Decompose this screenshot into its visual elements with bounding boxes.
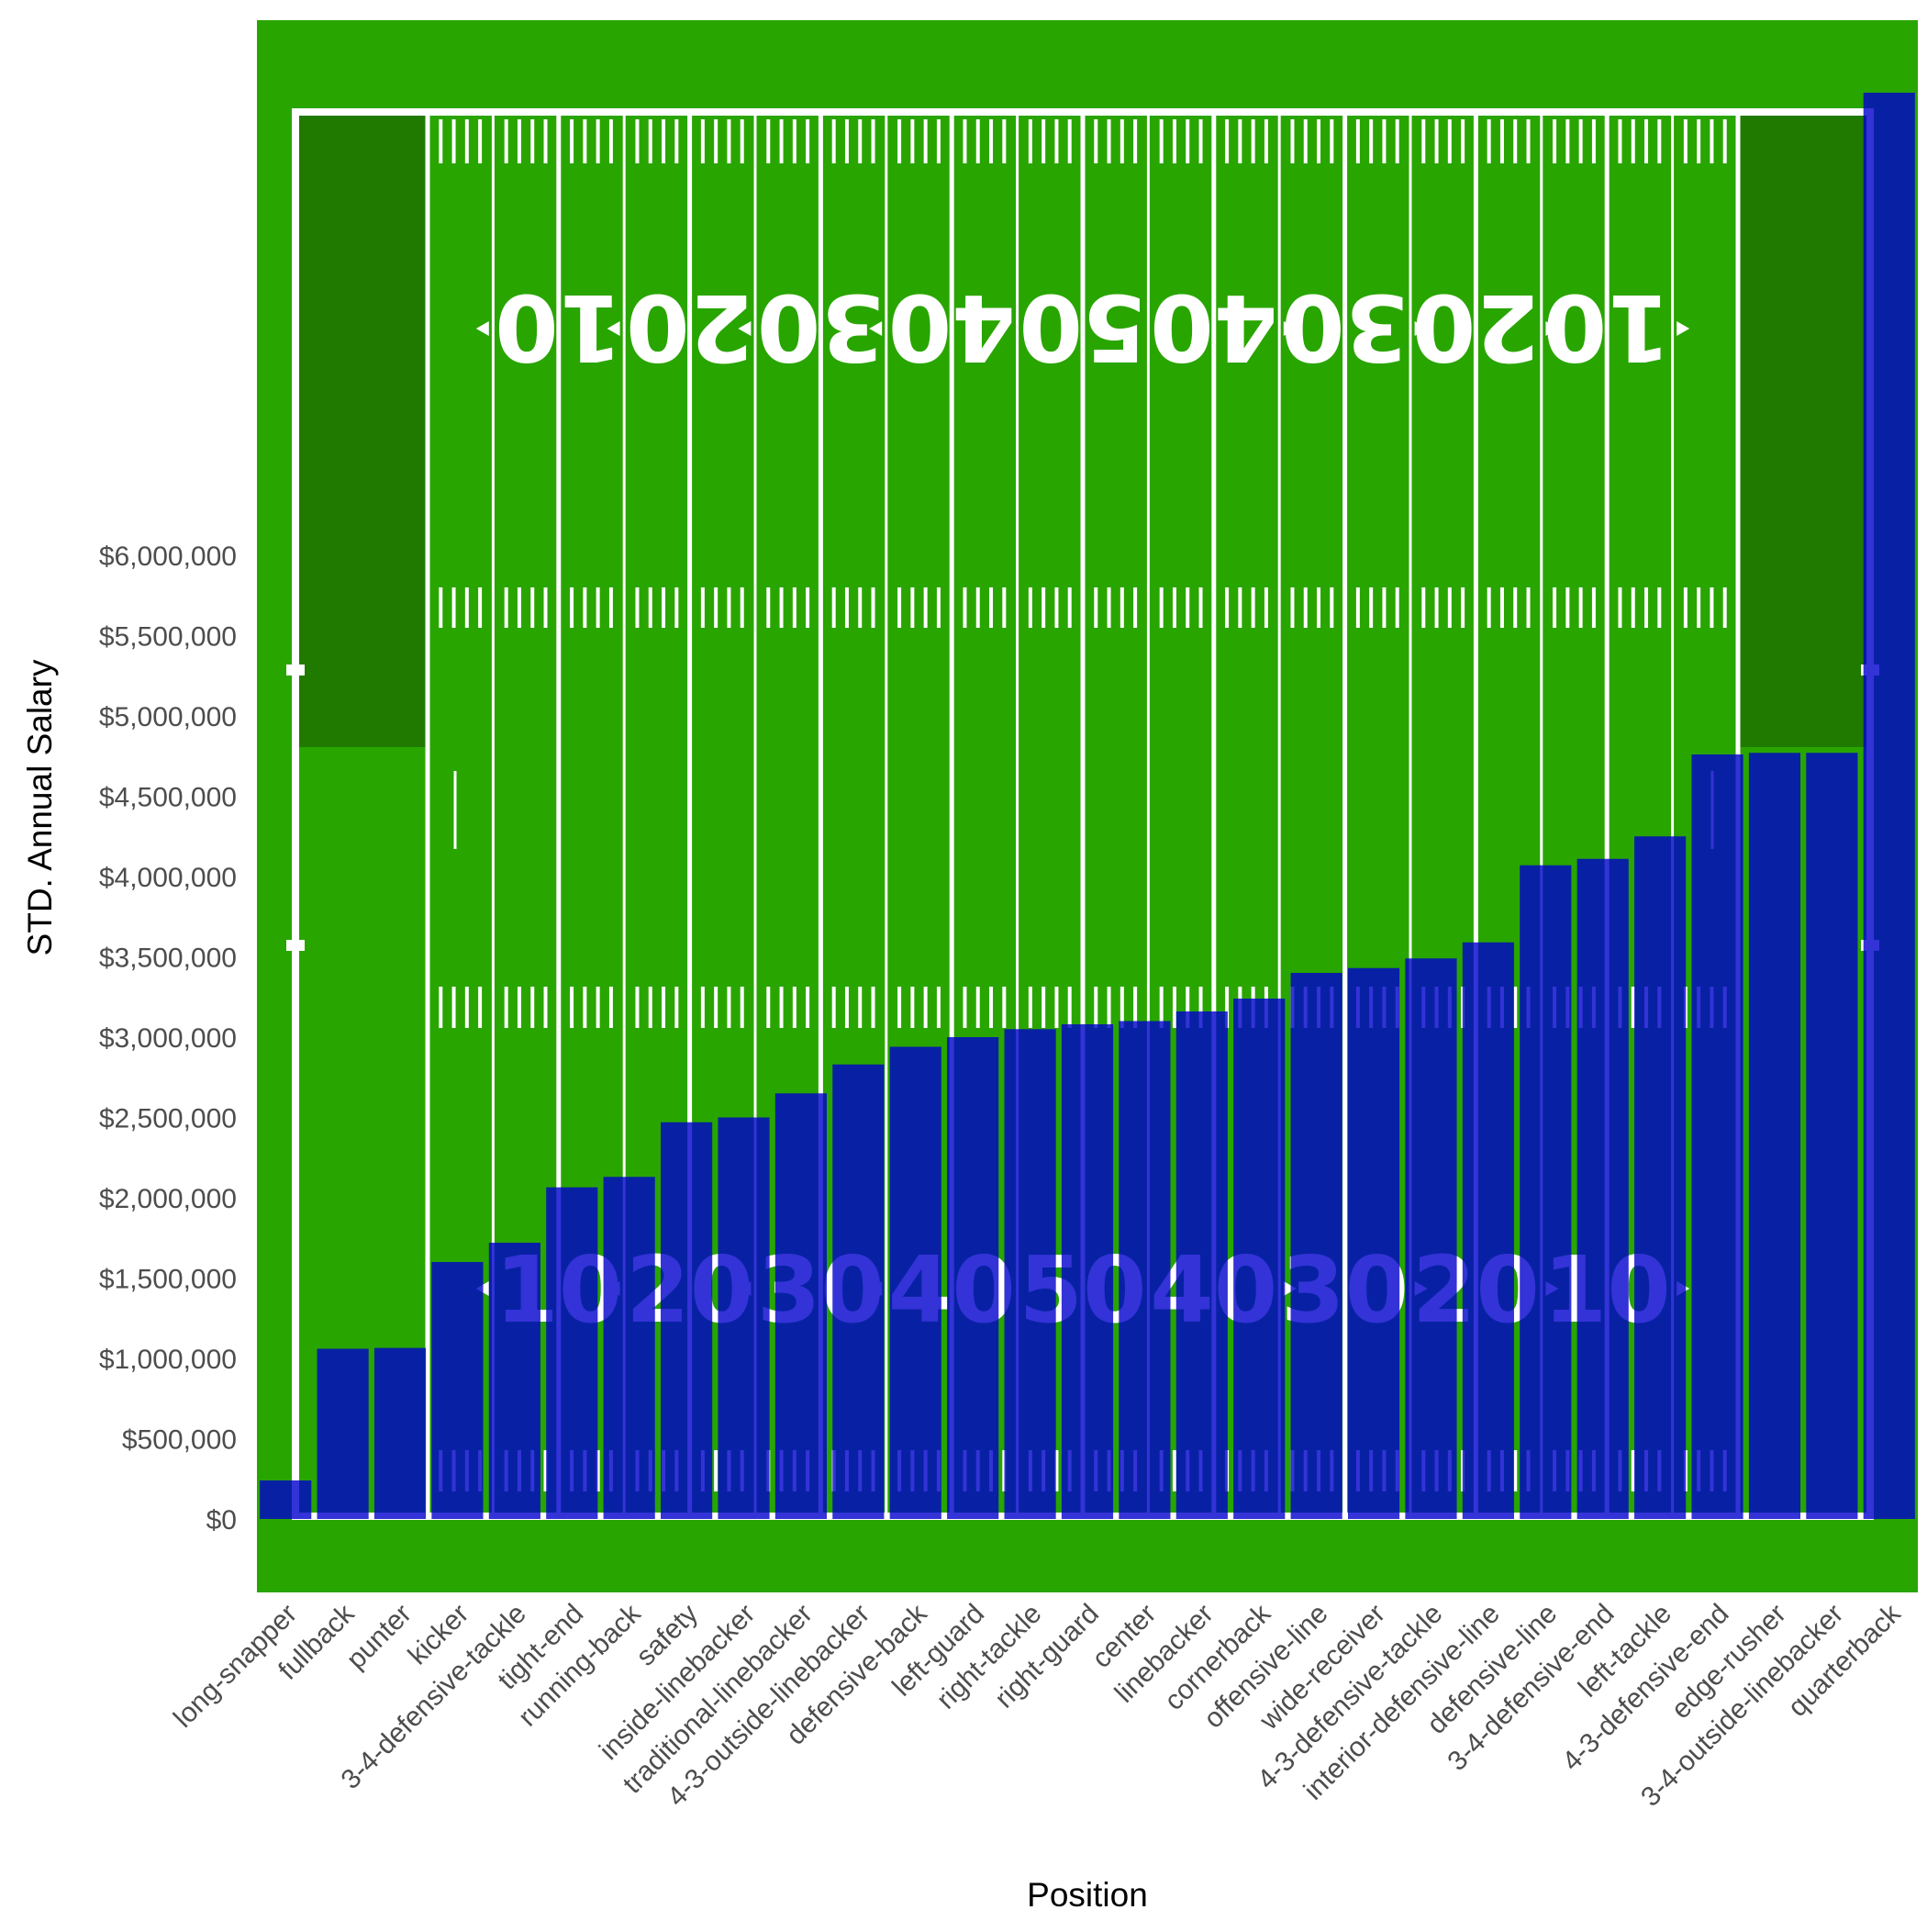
bar-kicker <box>431 1262 484 1519</box>
bars <box>260 93 1915 1520</box>
yard-number-top: 50 <box>1019 274 1146 381</box>
bar-fullback <box>317 1348 369 1519</box>
bar-long-snapper <box>260 1480 312 1519</box>
y-tick-label: $500,000 <box>122 1425 237 1456</box>
y-axis-title: STD. Annual Salary <box>21 659 59 955</box>
y-axis: $0 $500,000 $1,000,000 $1,500,000 $2,000,000… <box>99 542 237 1536</box>
y-tick-label: $1,500,000 <box>99 1265 237 1295</box>
left-endzone <box>295 112 428 747</box>
yard-number-top: 40 <box>888 274 1016 381</box>
yard-arrow <box>1545 321 1559 336</box>
x-tick-label: punter <box>340 1599 417 1675</box>
yard-number-top: 40 <box>1150 274 1277 381</box>
yard-number-top: 30 <box>757 274 885 381</box>
bar-interior-defensive-line <box>1462 942 1514 1519</box>
bar-tight-end <box>546 1187 598 1520</box>
yard-arrow <box>1414 321 1428 336</box>
y-tick-label: $1,000,000 <box>99 1345 237 1375</box>
bar-punter <box>373 1347 427 1520</box>
bar-quarterback <box>1863 93 1915 1519</box>
bar-left-tackle <box>1634 836 1687 1519</box>
y-tick-label: $0 <box>206 1505 237 1536</box>
x-axis-title: Position <box>1027 1876 1148 1914</box>
y-tick-label: $4,000,000 <box>99 863 237 893</box>
yard-arrow <box>1283 1281 1297 1296</box>
yard-number-top: 20 <box>626 274 753 381</box>
bar-left-guard <box>947 1037 999 1519</box>
yard-number-top: 10 <box>495 274 622 381</box>
y-tick-label: $4,500,000 <box>99 783 237 813</box>
bar-linebacker <box>1175 1011 1228 1519</box>
bar-cornerback <box>1233 999 1286 1519</box>
y-tick-label: $2,000,000 <box>99 1184 237 1214</box>
post-tick <box>286 664 305 676</box>
y-tick-label: $2,500,000 <box>99 1104 237 1134</box>
y-tick-label: $5,500,000 <box>99 622 237 653</box>
y-tick-label: $6,000,000 <box>99 542 237 572</box>
yard-number-top: 10 <box>1543 274 1671 381</box>
x-axis: long-snapperfullbackpunterkicker3-4-defe… <box>168 1598 1907 1813</box>
bar-running-back <box>603 1177 655 1519</box>
bar-4-3-outside-linebacker <box>832 1064 885 1519</box>
bar-wide-receiver <box>1347 967 1400 1519</box>
yard-arrow <box>475 321 489 336</box>
yard-number-top: 30 <box>1281 274 1409 381</box>
bar-edge-rusher <box>1748 753 1801 1519</box>
bar-safety <box>661 1122 713 1519</box>
y-tick-label: $3,500,000 <box>99 944 237 974</box>
yard-arrow <box>1676 321 1690 336</box>
yard-number-top: 20 <box>1412 274 1540 381</box>
y-tick-label: $5,000,000 <box>99 702 237 732</box>
right-endzone <box>1738 112 1870 747</box>
bar-center <box>1119 1021 1171 1519</box>
bar-4-3-defensive-tackle <box>1405 958 1457 1519</box>
bar-defensive-back <box>889 1046 941 1519</box>
bar-inside-linebacker <box>718 1117 770 1519</box>
bar-traditional-linebacker <box>774 1093 828 1519</box>
y-tick-label: $3,000,000 <box>99 1023 237 1054</box>
yard-arrow <box>869 321 883 336</box>
yard-arrow <box>738 321 752 336</box>
yard-arrow <box>607 321 620 336</box>
bar-3-4-defensive-tackle <box>488 1243 540 1519</box>
bar-defensive-line <box>1520 865 1572 1519</box>
bar-3-4-outside-linebacker <box>1806 753 1858 1519</box>
bar-right-guard <box>1061 1024 1114 1519</box>
bar-right-tackle <box>1004 1029 1056 1519</box>
bar-offensive-line <box>1290 973 1342 1519</box>
yard-arrow <box>1283 321 1297 336</box>
bar-3-4-defensive-end <box>1576 858 1629 1519</box>
post-tick <box>286 940 305 951</box>
bar-4-3-defensive-end <box>1691 754 1743 1519</box>
